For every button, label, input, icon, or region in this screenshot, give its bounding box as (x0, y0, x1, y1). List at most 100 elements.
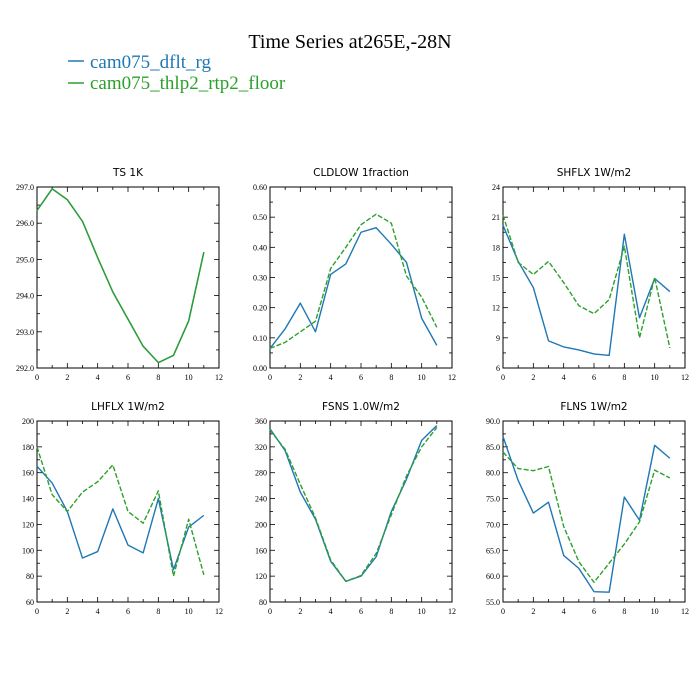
x-tick-label: 6 (359, 373, 363, 382)
x-tick-label: 10 (651, 373, 659, 382)
panel-4: LHFLX 1W/m2 0 2 4 6 8 10 12 60 80 100 120 140 160 180 2… (22, 401, 223, 616)
x-tick-label: 2 (531, 373, 535, 382)
y-tick-label: 360 (255, 417, 267, 426)
x-tick-label: 6 (126, 607, 130, 616)
x-tick-label: 0 (268, 373, 272, 382)
y-tick-label: 70.0 (486, 520, 500, 529)
x-tick-label: 6 (359, 607, 363, 616)
y-tick-label: 12 (492, 304, 500, 313)
x-tick-label: 12 (681, 373, 689, 382)
panel-5: FSNS 1.0W/m2 0 2 4 6 8 10 12 80 120 160 200 240 280 32… (255, 401, 456, 616)
y-tick-label: 294.0 (16, 292, 34, 301)
x-tick-label: 4 (562, 607, 566, 616)
y-tick-label: 60 (26, 598, 34, 607)
y-tick-label: 65.0 (486, 546, 500, 555)
series-line-1 (269, 227, 438, 349)
plot-frame (269, 420, 453, 603)
y-tick-label: 18 (492, 243, 500, 252)
panels: TS 1K0 2 4 6 8 10 12292.0293.0294.0295.0296.02… (16, 167, 689, 616)
x-tick-label: 12 (448, 373, 456, 382)
y-tick-label: 280 (255, 469, 267, 478)
y-tick-label: 0.50 (253, 213, 267, 222)
y-tick-label: 80 (259, 598, 267, 607)
y-tick-label: 295.0 (16, 255, 34, 264)
x-tick-label: 8 (389, 373, 393, 382)
y-tick-label: 21 (492, 213, 500, 222)
x-tick-label: 4 (96, 373, 100, 382)
y-tick-label: 0.10 (253, 334, 267, 343)
y-tick-label: 60.0 (486, 572, 500, 581)
y-tick-label: 180 (22, 443, 34, 452)
x-tick-label: 2 (65, 607, 69, 616)
x-tick-label: 12 (215, 607, 223, 616)
series-line-2 (36, 188, 205, 364)
y-tick-label: 0.30 (253, 274, 267, 283)
y-tick-label: 80 (26, 572, 34, 581)
y-tick-label: 160 (22, 469, 34, 478)
x-tick-label: 6 (592, 607, 596, 616)
panel-title: CLDLOW 1fraction (313, 167, 409, 179)
x-tick-label: 10 (185, 607, 193, 616)
plot-frame (269, 186, 453, 369)
y-tick-label: 0.40 (253, 243, 267, 252)
x-tick-label: 2 (531, 607, 535, 616)
legend-label-1: cam075_dflt_rg (90, 52, 212, 73)
y-tick-label: 292.0 (16, 364, 34, 373)
panel-title: FSNS 1.0W/m2 (322, 401, 400, 413)
plot-frame (36, 420, 220, 603)
y-tick-label: 0.60 (253, 183, 267, 192)
y-tick-label: 160 (255, 546, 267, 555)
y-tick-label: 320 (255, 443, 267, 452)
series-line-1 (502, 436, 671, 593)
x-tick-label: 4 (562, 373, 566, 382)
series-line-2 (502, 451, 671, 584)
y-tick-label: 297.0 (16, 183, 34, 192)
x-tick-label: 12 (448, 607, 456, 616)
x-tick-label: 10 (185, 373, 193, 382)
panel-6: FLNS 1W/m2 0 2 4 6 8 10 12 55.0 60.0 65.0 70.0 75.0 8… (486, 401, 689, 616)
x-tick-label: 8 (156, 607, 160, 616)
panel-title: SHFLX 1W/m2 (557, 167, 632, 179)
y-tick-label: 9 (496, 334, 500, 343)
panel-title: TS 1K (112, 167, 144, 179)
panel-title: FLNS 1W/m2 (560, 401, 627, 413)
x-tick-label: 8 (389, 607, 393, 616)
series-line-1 (36, 188, 205, 364)
x-tick-label: 8 (622, 607, 626, 616)
x-tick-label: 6 (592, 373, 596, 382)
x-tick-label: 4 (329, 373, 333, 382)
y-tick-label: 120 (22, 520, 34, 529)
x-tick-label: 4 (329, 607, 333, 616)
y-tick-label: 296.0 (16, 219, 34, 228)
series-line-1 (269, 425, 438, 583)
y-tick-label: 140 (22, 495, 34, 504)
x-tick-label: 10 (651, 607, 659, 616)
x-tick-label: 0 (501, 373, 505, 382)
plot-frame (502, 186, 686, 369)
series-line-2 (36, 446, 205, 577)
x-tick-label: 4 (96, 607, 100, 616)
y-tick-label: 24 (492, 183, 500, 192)
plot-frame (36, 186, 220, 369)
y-tick-label: 120 (255, 572, 267, 581)
x-tick-label: 6 (126, 373, 130, 382)
panel-2: CLDLOW 1fraction 0 2 4 6 8 10 12 0.00 0.10 0.20 0.3… (253, 167, 456, 382)
x-tick-label: 0 (35, 607, 39, 616)
legend-label-2: cam075_thlp2_rtp2_floor (90, 73, 286, 94)
y-tick-label: 0.20 (253, 304, 267, 313)
series-line-2 (269, 427, 438, 583)
panel-title: LHFLX 1W/m2 (91, 401, 165, 413)
y-tick-label: 200 (22, 417, 34, 426)
y-tick-label: 90.0 (486, 417, 500, 426)
x-tick-label: 0 (268, 607, 272, 616)
figure-title: Time Series at265E,-28N (248, 31, 451, 53)
x-tick-label: 2 (65, 373, 69, 382)
y-tick-label: 15 (492, 274, 500, 283)
x-tick-label: 2 (298, 373, 302, 382)
series-line-2 (502, 214, 671, 349)
x-tick-label: 10 (418, 607, 426, 616)
y-tick-label: 55.0 (486, 598, 500, 607)
x-tick-label: 8 (156, 373, 160, 382)
